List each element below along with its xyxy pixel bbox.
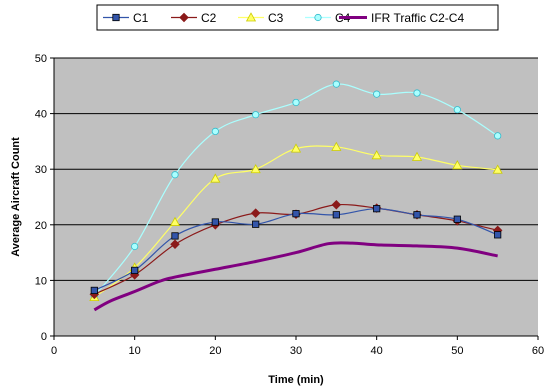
data-point — [373, 90, 381, 98]
data-point — [252, 220, 260, 228]
data-point — [413, 89, 421, 97]
y-tick-label: 0 — [41, 331, 47, 343]
y-tick-label: 30 — [35, 164, 47, 176]
x-tick-label: 40 — [371, 345, 383, 357]
axis-ticks: 0 10 20 30 40 50 0 10 20 30 40 50 60 — [35, 53, 544, 357]
x-tick-label: 20 — [209, 345, 221, 357]
data-point — [171, 171, 179, 179]
data-point — [292, 210, 300, 218]
data-point — [131, 266, 139, 274]
legend-item: C3 — [238, 11, 284, 25]
data-point — [371, 150, 382, 160]
y-axis-title: Average Aircraft Count — [10, 137, 22, 257]
legend-label: C2 — [201, 11, 217, 25]
legend-label: C3 — [268, 11, 284, 25]
y-tick-label: 40 — [35, 109, 47, 121]
legend-label: IFR Traffic C2-C4 — [371, 11, 464, 25]
data-point — [131, 242, 139, 251]
legend-items: C1C2C3C4IFR Traffic C2-C4 — [103, 11, 464, 25]
series-c1 — [90, 205, 502, 295]
y-tick-label: 50 — [35, 53, 47, 65]
data-point — [452, 160, 463, 170]
data-point — [250, 163, 261, 174]
legend-swatch-marker — [179, 12, 189, 23]
data-point — [494, 132, 502, 140]
y-tick-label: 10 — [35, 275, 47, 287]
legend-item: C2 — [171, 11, 217, 25]
data-point — [373, 205, 381, 213]
data-point — [453, 215, 461, 223]
data-point — [290, 143, 302, 153]
series-ifr-traffic-c2-c4 — [93, 241, 498, 312]
data-point — [494, 231, 502, 239]
data-point — [171, 232, 179, 240]
legend: C1C2C3C4IFR Traffic C2-C4 — [96, 4, 499, 31]
data-point — [292, 98, 300, 107]
data-point — [411, 151, 423, 161]
x-tick-label: 10 — [129, 345, 141, 357]
legend-swatch-marker — [112, 13, 120, 22]
x-tick-label: 60 — [532, 345, 544, 357]
data-point — [211, 218, 219, 226]
legend-item: C1 — [103, 11, 149, 25]
data-point — [211, 127, 219, 135]
data-point — [492, 164, 503, 174]
data-point — [332, 211, 340, 219]
data-point — [90, 286, 98, 295]
data-point — [210, 173, 221, 183]
legend-swatch-marker — [314, 13, 322, 22]
data-point — [331, 200, 342, 210]
data-point — [331, 141, 342, 151]
legend-swatch-marker — [245, 12, 257, 22]
y-tick-label: 20 — [35, 220, 47, 232]
data-point — [453, 106, 461, 114]
series-line — [93, 241, 498, 312]
x-axis-title: Time (min) — [268, 374, 324, 386]
data-point — [170, 239, 180, 250]
legend-label: C1 — [133, 11, 149, 25]
data-point — [250, 208, 261, 218]
data-point — [169, 216, 181, 226]
x-tick-label: 0 — [51, 345, 57, 357]
data-point — [413, 211, 421, 219]
x-tick-label: 30 — [290, 345, 302, 357]
series-layer — [89, 80, 503, 312]
data-point — [252, 111, 260, 119]
legend-box — [96, 4, 499, 31]
x-tick-label: 50 — [451, 345, 463, 357]
data-point — [332, 80, 340, 88]
legend-item: IFR Traffic C2-C4 — [339, 11, 464, 25]
